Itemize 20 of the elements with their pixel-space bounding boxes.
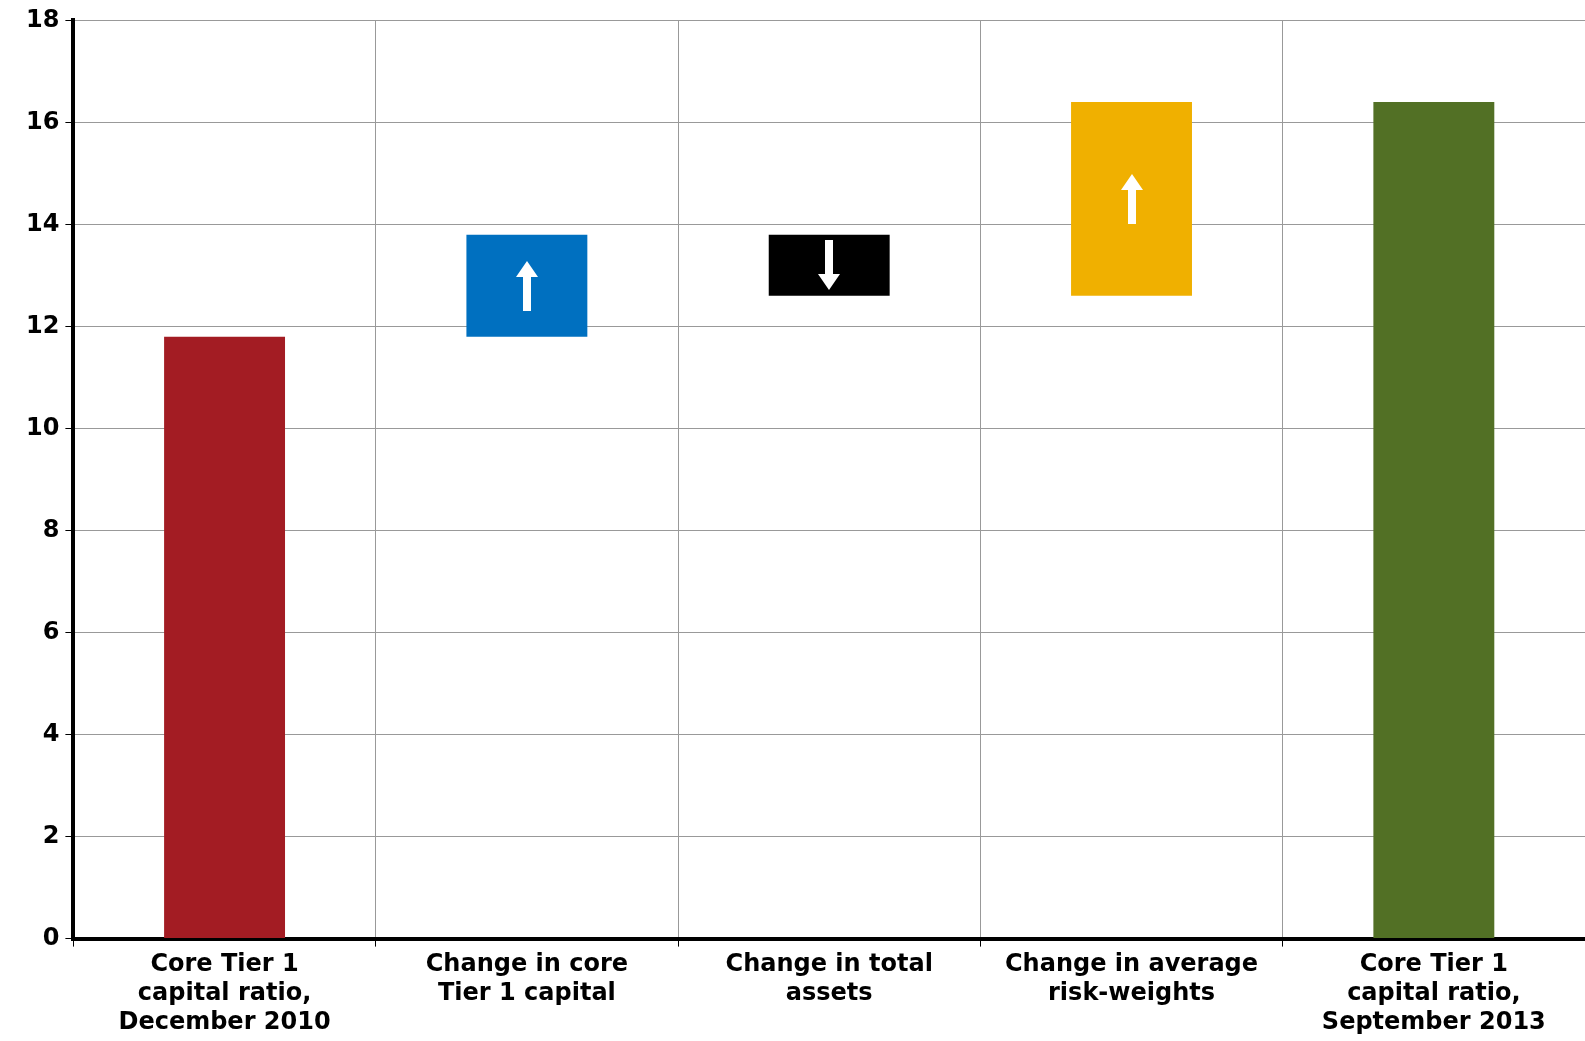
x-tick-label: Core Tier 1 capital ratio, September 2013	[1321, 949, 1546, 1035]
y-tick-label: 6	[42, 616, 60, 645]
bar	[1071, 102, 1192, 296]
x-tick-label: Change in average risk-weights	[1004, 949, 1259, 1007]
y-tick-label: 12	[25, 310, 60, 339]
y-tick-label: 16	[25, 106, 60, 135]
y-tick-label: 18	[25, 4, 60, 33]
y-tick-label: 4	[42, 718, 60, 747]
bar	[164, 336, 286, 939]
bar	[768, 234, 890, 296]
y-tick-label: 10	[25, 412, 60, 441]
x-tick-label: Change in total assets	[725, 949, 933, 1007]
x-tick-label: Change in core Tier 1 capital	[425, 949, 629, 1007]
x-tick-label: Core Tier 1 capital ratio, December 2010	[118, 949, 331, 1035]
y-tick-label: 8	[42, 514, 60, 543]
y-tick-label: 0	[42, 922, 60, 951]
bar	[466, 234, 588, 337]
bar	[1373, 102, 1495, 939]
y-tick-label: 14	[25, 208, 60, 237]
y-tick-label: 2	[42, 820, 60, 849]
